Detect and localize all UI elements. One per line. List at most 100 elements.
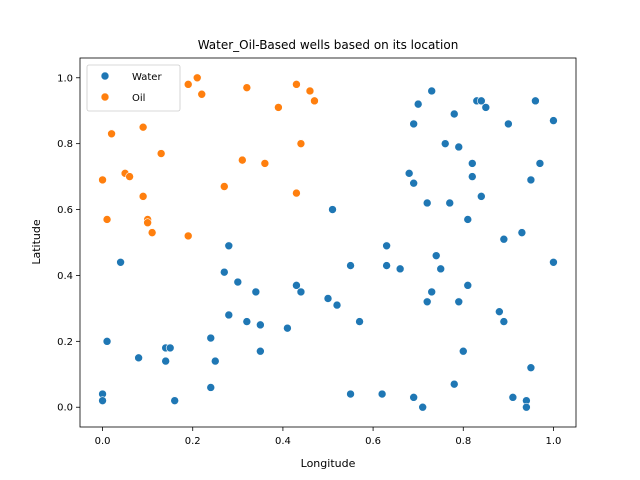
point-water [382, 241, 391, 251]
point-water [161, 356, 170, 366]
point-water [332, 300, 342, 310]
point-water [427, 86, 437, 96]
point-water [458, 346, 468, 356]
point-oil [292, 80, 301, 89]
point-water [531, 96, 540, 106]
point-oil [98, 175, 107, 185]
point-water [449, 109, 459, 119]
point-water [499, 317, 509, 326]
point-water [436, 264, 446, 274]
point-water [508, 393, 518, 402]
point-oil [183, 80, 193, 89]
point-oil [296, 139, 306, 148]
point-water [463, 281, 473, 290]
y-tick-label: 1.0 [57, 73, 73, 84]
point-water [256, 346, 265, 356]
point-oil [260, 159, 270, 168]
point-water [377, 389, 387, 399]
chart-title: Water_Oil-Based wells based on its locat… [198, 38, 459, 52]
point-oil [138, 122, 148, 132]
point-oil [305, 86, 315, 96]
point-water [206, 333, 216, 343]
x-axis-ticks: 0.0 0.2 0.4 0.6 0.8 1.0 [95, 427, 562, 447]
x-tick-label: 0.6 [365, 436, 381, 447]
point-water [454, 142, 464, 152]
point-oil [102, 215, 112, 224]
point-water [526, 175, 536, 185]
point-water [346, 389, 355, 399]
plot-frame [79, 57, 577, 428]
point-water [535, 159, 545, 168]
point-water [256, 320, 265, 330]
point-water [477, 96, 486, 106]
point-water [224, 241, 234, 251]
point-water [283, 323, 292, 333]
point-water [98, 396, 107, 405]
y-tick-label: 0.0 [57, 403, 73, 414]
x-tick-label: 0.2 [185, 436, 201, 447]
y-tick-label: 0.4 [57, 271, 73, 282]
point-water [224, 310, 234, 320]
legend-label-oil: Oil [132, 93, 145, 104]
point-water [346, 261, 355, 270]
legend-label-water: Water [132, 72, 162, 83]
point-water [467, 159, 477, 168]
legend-marker-water [100, 71, 110, 81]
point-oil [274, 103, 283, 112]
point-oil [183, 231, 193, 241]
point-oil [197, 89, 207, 99]
point-water [549, 116, 558, 125]
point-oil [156, 149, 166, 158]
point-oil [238, 155, 247, 165]
point-water [404, 169, 414, 178]
point-oil [242, 83, 252, 92]
point-water [522, 402, 531, 412]
point-water [526, 363, 536, 372]
y-axis-label: Latitude [30, 219, 43, 265]
points-layer [98, 73, 558, 412]
point-water [219, 267, 229, 277]
point-water [323, 294, 333, 303]
point-water [165, 343, 175, 353]
x-tick-label: 1.0 [546, 436, 562, 447]
point-water [477, 192, 486, 201]
point-water [422, 297, 432, 307]
point-water [517, 228, 527, 237]
point-water [504, 119, 513, 129]
point-water [449, 379, 459, 389]
point-oil [219, 182, 229, 191]
point-oil [147, 228, 157, 237]
point-oil [192, 73, 202, 83]
plot-area [80, 58, 576, 427]
point-water [549, 257, 558, 267]
point-oil [143, 218, 152, 228]
legend-marker-oil [100, 92, 110, 102]
point-water [116, 257, 125, 267]
point-water [495, 307, 504, 316]
y-tick-label: 0.8 [57, 139, 73, 150]
point-water [251, 287, 261, 297]
point-water [382, 261, 391, 270]
x-tick-label: 0.8 [455, 436, 471, 447]
point-water [431, 251, 441, 260]
y-tick-label: 0.2 [57, 337, 73, 348]
point-water [445, 198, 455, 208]
point-water [102, 337, 112, 346]
point-oil [310, 96, 319, 106]
point-water [134, 353, 143, 363]
point-water [409, 119, 418, 129]
point-water [409, 393, 418, 402]
x-axis-label: Longitude [301, 457, 356, 470]
x-tick-label: 0.4 [275, 436, 291, 447]
y-tick-label: 0.6 [57, 205, 73, 216]
point-water [499, 234, 509, 244]
point-water [328, 205, 337, 214]
legend: Water Oil [86, 64, 181, 112]
point-water [395, 264, 405, 274]
point-water [467, 172, 477, 181]
point-water [481, 103, 491, 112]
point-oil [292, 188, 301, 198]
point-water [418, 402, 427, 412]
point-water [440, 139, 450, 148]
